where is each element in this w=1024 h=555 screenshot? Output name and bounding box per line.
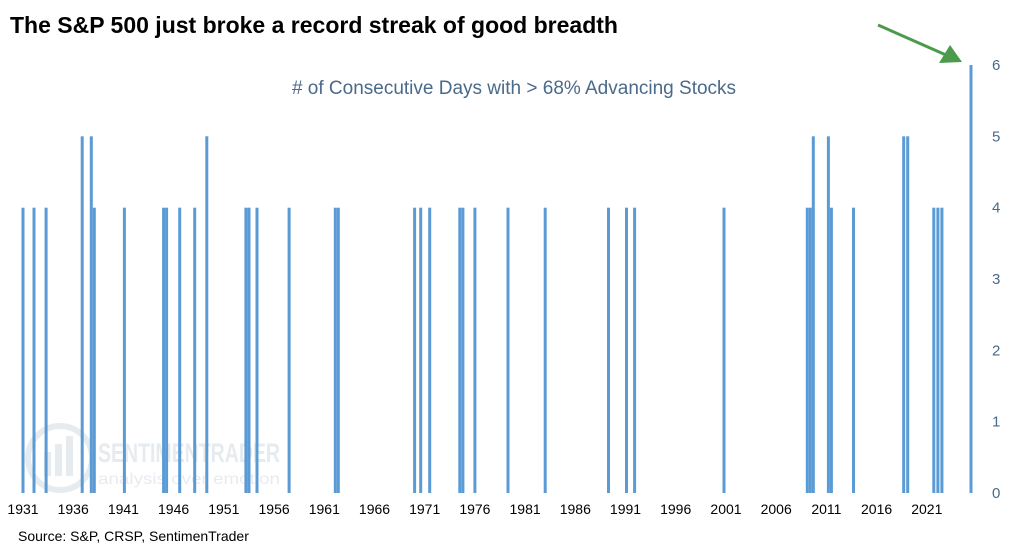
bar-31 xyxy=(808,207,812,493)
bar-37 xyxy=(906,136,910,494)
bar-3 xyxy=(80,136,84,494)
bar-35 xyxy=(852,207,855,493)
chart-title: The S&P 500 just broke a record streak o… xyxy=(10,12,618,38)
bar-18 xyxy=(413,207,417,493)
bar-22 xyxy=(461,207,465,493)
x-tick-label: 2011 xyxy=(811,501,841,517)
x-tick-label: 1991 xyxy=(610,501,641,517)
y-tick-label: 1 xyxy=(992,414,1000,431)
bar-27 xyxy=(625,207,628,493)
bar-25 xyxy=(543,207,547,493)
x-tick-label: 1961 xyxy=(309,501,340,517)
x-tick-label: 1931 xyxy=(7,501,38,517)
bar-13 xyxy=(247,207,251,493)
x-tick-label: 1951 xyxy=(208,501,239,517)
chart: SENTIMENTRADER analysis over emotion # o… xyxy=(7,23,1000,517)
y-tick-label: 6 xyxy=(992,57,1000,74)
bar-15 xyxy=(287,207,291,493)
bar-11 xyxy=(205,136,209,494)
source-note: Source: S&P, CRSP, SentimenTrader xyxy=(18,528,249,544)
bar-20 xyxy=(428,207,432,493)
bar-1 xyxy=(32,207,36,493)
y-tick-label: 2 xyxy=(992,342,1000,359)
bar-7 xyxy=(162,207,166,493)
bar-23 xyxy=(473,207,477,493)
bar-39 xyxy=(936,207,940,493)
y-tick-label: 4 xyxy=(992,200,1000,217)
bar-29 xyxy=(722,207,726,493)
bar-19 xyxy=(419,207,423,493)
x-tick-label: 1976 xyxy=(459,501,490,517)
y-axis: 0 1 2 3 4 5 6 xyxy=(992,57,1000,502)
y-tick-label: 5 xyxy=(992,128,1000,145)
x-tick-label: 1996 xyxy=(660,501,691,517)
bar-21 xyxy=(458,207,462,493)
x-tick-label: 1966 xyxy=(359,501,390,517)
bar-5 xyxy=(92,207,96,493)
x-tick-label: 1971 xyxy=(409,501,440,517)
bar-8 xyxy=(165,207,169,493)
bar-36 xyxy=(902,136,906,494)
y-tick-label: 0 xyxy=(992,485,1000,502)
bar-4 xyxy=(89,136,93,494)
bar-9 xyxy=(178,207,182,493)
x-tick-label: 2016 xyxy=(861,501,892,517)
bar-14 xyxy=(255,207,259,493)
x-tick-label: 2021 xyxy=(911,501,942,517)
x-tick-label: 1941 xyxy=(108,501,139,517)
bar-34 xyxy=(829,207,833,493)
x-axis: 1931 1936 1941 1946 1951 1956 1961 1966 1971 1976… xyxy=(7,501,942,517)
x-tick-label: 1956 xyxy=(259,501,290,517)
bar-32 xyxy=(811,136,815,494)
watermark-tagline: analysis over emotion xyxy=(98,471,280,488)
x-tick-label: 2006 xyxy=(761,501,792,517)
bar-12 xyxy=(244,207,248,493)
x-tick-label: 2001 xyxy=(710,501,741,517)
bar-series xyxy=(21,65,973,494)
x-tick-label: 1946 xyxy=(158,501,189,517)
bar-26 xyxy=(607,207,610,493)
y-tick-label: 3 xyxy=(992,271,1000,288)
bar-6 xyxy=(122,207,126,493)
bar-10 xyxy=(193,207,197,493)
x-tick-label: 1986 xyxy=(560,501,591,517)
bar-33 xyxy=(826,136,830,494)
arrow-annotation-icon xyxy=(877,23,962,63)
bar-28 xyxy=(633,207,637,493)
bar-2 xyxy=(44,207,48,493)
bar-16 xyxy=(333,207,337,493)
bar-0 xyxy=(21,207,25,493)
watermark: SENTIMENTRADER analysis over emotion xyxy=(25,423,280,493)
chart-subtitle: # of Consecutive Days with > 68% Advanci… xyxy=(292,78,736,99)
x-tick-label: 1981 xyxy=(510,501,541,517)
bar-30 xyxy=(805,207,809,493)
bar-24 xyxy=(506,207,510,493)
x-tick-label: 1936 xyxy=(58,501,89,517)
bar-40 xyxy=(940,207,944,493)
bar-17 xyxy=(336,207,340,493)
bar-41 xyxy=(969,65,973,493)
bar-38 xyxy=(932,207,936,493)
